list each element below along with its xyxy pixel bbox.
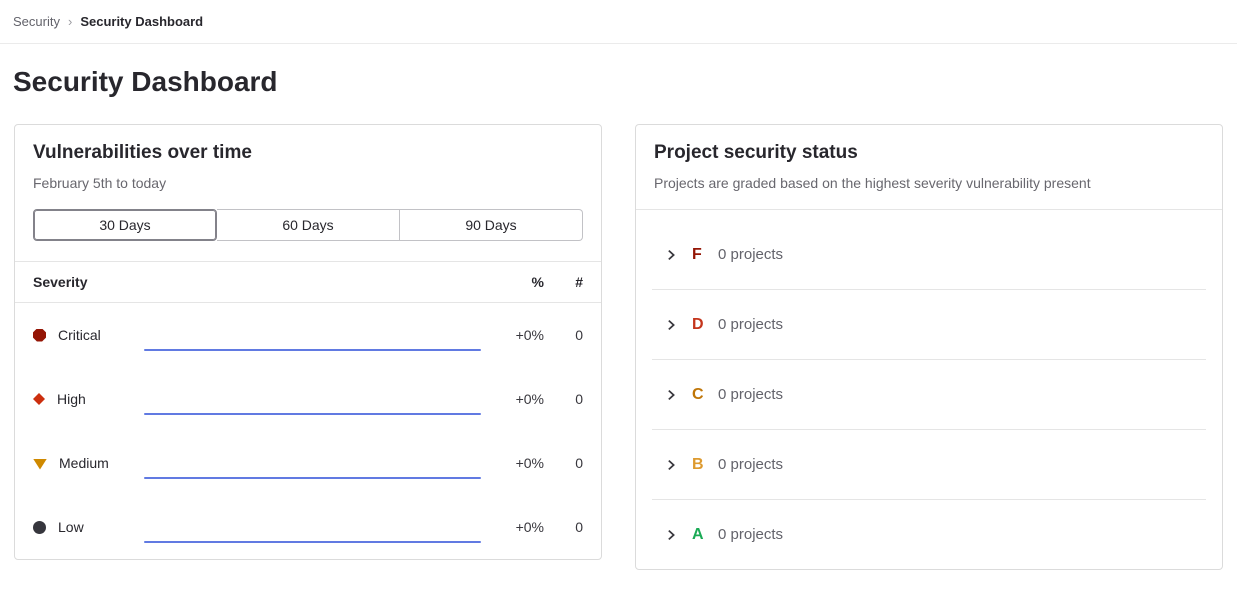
percent-change: +0% <box>515 455 544 471</box>
trend-sparkline <box>144 477 481 479</box>
project-security-status-card: Project security status Projects are gra… <box>635 124 1223 570</box>
grade-row-a[interactable]: A 0 projects <box>636 500 1222 569</box>
grade-letter: B <box>692 455 704 473</box>
grade-projects-count: 0 projects <box>718 316 784 333</box>
severity-critical-icon <box>33 328 46 342</box>
severity-label: Medium <box>59 455 109 471</box>
severity-low-icon <box>33 520 46 534</box>
grade-row-b[interactable]: B 0 projects <box>636 430 1222 499</box>
status-card-subtitle: Projects are graded based on the highest… <box>654 175 1091 191</box>
date-range-subtitle: February 5th to today <box>33 175 167 191</box>
chevron-right-icon[interactable] <box>664 457 680 473</box>
grade-letter: D <box>692 315 704 333</box>
chevron-right-icon[interactable] <box>664 317 680 333</box>
severity-row-medium: Medium +0% 0 <box>15 431 601 495</box>
severity-row-high: High +0% 0 <box>15 367 601 431</box>
dashboard-cards: Vulnerabilities over time February 5th t… <box>0 124 1237 570</box>
grade-row-f[interactable]: F 0 projects <box>636 220 1222 289</box>
grade-letter: F <box>692 245 702 263</box>
breadcrumb-separator-icon: › <box>67 14 73 29</box>
grade-projects-count: 0 projects <box>718 526 784 543</box>
day-range-button-group: 30 Days 60 Days 90 Days <box>33 209 583 241</box>
trend-sparkline <box>144 413 481 415</box>
grade-letter: C <box>692 385 704 403</box>
divider <box>652 499 1206 500</box>
vulnerabilities-card-header: Vulnerabilities over time February 5th t… <box>15 125 601 193</box>
severity-column-header: Severity <box>33 274 88 290</box>
breadcrumb: Security › Security Dashboard <box>0 0 1237 44</box>
divider <box>652 289 1206 290</box>
severity-table-header: Severity % # <box>15 261 601 303</box>
percent-change: +0% <box>515 327 544 343</box>
breadcrumb-current: Security Dashboard <box>80 14 204 29</box>
vulnerabilities-over-time-card: Vulnerabilities over time February 5th t… <box>14 124 602 560</box>
grade-letter: A <box>692 525 704 543</box>
range-button-90-days[interactable]: 90 Days <box>400 209 583 241</box>
vulnerability-count: 0 <box>575 327 583 343</box>
page-title: Security Dashboard <box>13 66 278 97</box>
chevron-right-icon[interactable] <box>664 527 680 543</box>
trend-sparkline <box>144 541 481 543</box>
severity-label: Low <box>58 519 84 535</box>
severity-table: Severity % # Critical +0% 0 High +0% 0 <box>15 261 601 559</box>
grade-list: F 0 projects D 0 projects C 0 projects <box>636 210 1222 569</box>
status-card-header: Project security status Projects are gra… <box>636 125 1222 210</box>
percent-column-header: % <box>531 274 544 290</box>
severity-row-critical: Critical +0% 0 <box>15 303 601 367</box>
severity-row-low: Low +0% 0 <box>15 495 601 559</box>
trend-sparkline <box>144 349 481 351</box>
percent-change: +0% <box>515 391 544 407</box>
grade-projects-count: 0 projects <box>718 246 784 263</box>
vulnerability-count: 0 <box>575 391 583 407</box>
grade-row-c[interactable]: C 0 projects <box>636 360 1222 429</box>
grade-row-d[interactable]: D 0 projects <box>636 290 1222 359</box>
severity-label: Critical <box>58 327 101 343</box>
divider <box>652 359 1206 360</box>
chevron-right-icon[interactable] <box>664 247 680 263</box>
range-button-60-days[interactable]: 60 Days <box>217 209 400 241</box>
severity-medium-icon <box>33 458 47 470</box>
vulnerability-count: 0 <box>575 519 583 535</box>
count-column-header: # <box>575 274 583 290</box>
vulnerabilities-card-title: Vulnerabilities over time <box>33 142 252 163</box>
grade-projects-count: 0 projects <box>718 386 784 403</box>
vulnerability-count: 0 <box>575 455 583 471</box>
status-card-title: Project security status <box>654 142 858 163</box>
breadcrumb-security-link[interactable]: Security <box>13 14 60 29</box>
percent-change: +0% <box>515 519 544 535</box>
chevron-right-icon[interactable] <box>664 387 680 403</box>
severity-label: High <box>57 391 86 407</box>
grade-projects-count: 0 projects <box>718 456 784 473</box>
range-button-30-days[interactable]: 30 Days <box>33 209 217 241</box>
severity-high-icon <box>33 393 45 405</box>
divider <box>652 429 1206 430</box>
